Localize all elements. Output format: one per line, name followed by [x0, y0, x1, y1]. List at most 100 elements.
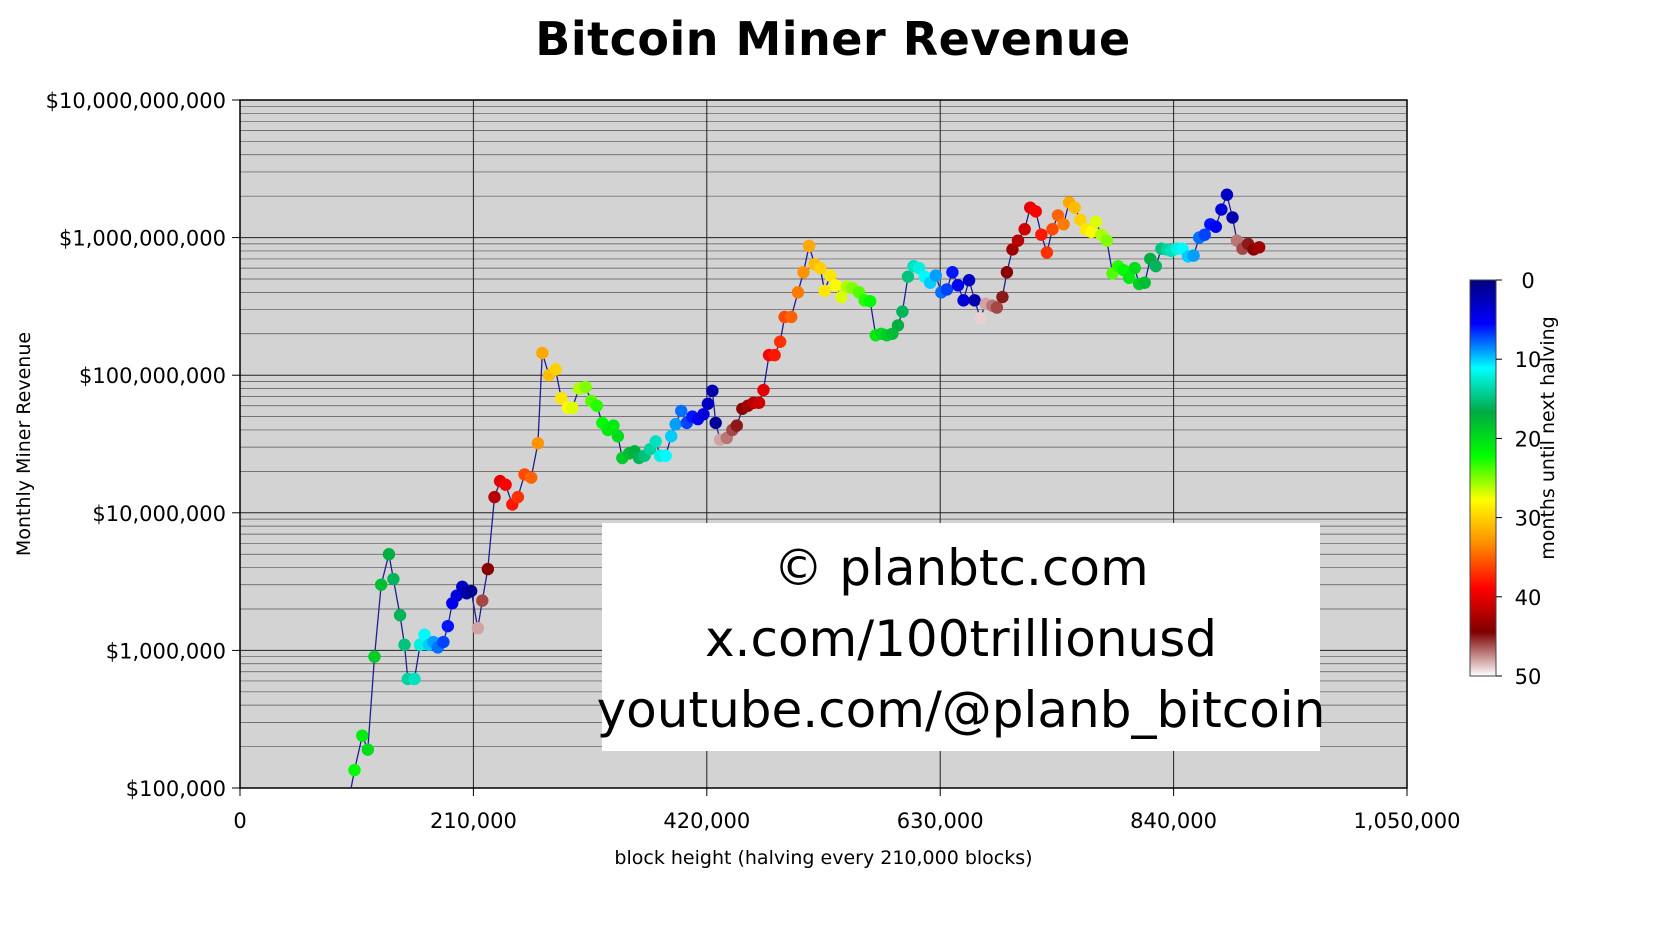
data-point — [730, 419, 744, 432]
data-point — [675, 404, 688, 418]
data-point — [697, 408, 710, 421]
data-point — [996, 290, 1009, 304]
data-point — [1011, 234, 1025, 247]
data-point — [1149, 259, 1163, 273]
data-point — [549, 363, 562, 376]
data-point — [974, 311, 987, 325]
colorbar: 0 10 20 30 40 50 months until next halving — [1469, 269, 1559, 689]
data-point — [829, 279, 842, 292]
data-point — [408, 672, 421, 686]
data-point — [590, 399, 603, 412]
plot-border — [239, 99, 1408, 789]
data-point — [1018, 223, 1031, 236]
data-point — [709, 416, 722, 430]
chart-title: Bitcoin Miner Revenue — [535, 12, 1131, 66]
data-point — [701, 397, 715, 410]
y-tick-label: $1,000,000,000 — [59, 227, 226, 251]
colorbar-tick-label: 30 — [1515, 507, 1542, 531]
x-tick-label: 0 — [233, 809, 246, 833]
data-point — [1122, 271, 1136, 285]
y-tick-label: $10,000,000 — [92, 502, 226, 526]
colorbar-ticks: 0 10 20 30 40 50 — [1496, 269, 1541, 689]
data-point — [962, 274, 976, 287]
y-axis-label: Monthly Miner Revenue — [13, 332, 35, 556]
data-point — [1051, 209, 1065, 222]
data-point — [813, 261, 827, 275]
data-point — [511, 490, 525, 504]
data-point — [499, 478, 512, 491]
data-point — [1220, 188, 1234, 201]
data-point — [413, 638, 427, 651]
data-point — [891, 319, 905, 332]
colorbar-label: months until next halving — [1537, 316, 1559, 559]
data-point — [990, 301, 1004, 314]
data-point — [382, 548, 396, 561]
data-point — [863, 294, 877, 308]
data-point — [611, 430, 625, 443]
data-point — [1029, 205, 1042, 218]
data-point — [398, 638, 411, 651]
data-point — [1085, 225, 1098, 239]
colorbar-gradient — [1469, 279, 1497, 677]
data-point — [1128, 261, 1141, 275]
data-point — [1000, 266, 1014, 279]
data-point — [368, 650, 381, 663]
data-point — [773, 335, 787, 348]
data-point — [946, 266, 959, 279]
data-point — [706, 384, 719, 398]
data-point — [1226, 211, 1239, 224]
data-point — [418, 628, 431, 641]
data-point — [797, 266, 810, 279]
data-point — [464, 584, 478, 598]
data-point — [579, 380, 592, 394]
x-tick-label: 630,000 — [897, 809, 984, 833]
x-tick-label: 840,000 — [1130, 809, 1217, 833]
data-point — [361, 743, 375, 756]
y-tick-label: $100,000 — [126, 777, 226, 801]
data-point — [802, 239, 816, 253]
data-point — [1068, 201, 1081, 214]
data-point — [555, 392, 568, 405]
watermark-line-2: x.com/100trillionusd — [705, 610, 1217, 668]
x-tick-label: 210,000 — [430, 809, 517, 833]
data-point — [1100, 234, 1114, 247]
watermark-line-3: youtube.com/@planb_bitcoin — [597, 681, 1326, 739]
data-point — [471, 621, 485, 635]
data-point — [665, 430, 678, 443]
x-axis-tick-labels: 0 210,000 420,000 630,000 840,000 1,050,000 — [233, 788, 1460, 833]
data-point — [566, 401, 579, 414]
watermark-box: © planbtc.com x.com/100trillionusd youtu… — [597, 523, 1326, 751]
data-point — [531, 437, 545, 450]
data-point — [785, 310, 798, 324]
data-point — [387, 572, 400, 586]
y-tick-label: $10,000,000,000 — [46, 89, 226, 113]
data-point — [356, 729, 369, 742]
data-point — [450, 589, 463, 602]
data-point — [669, 418, 682, 431]
data-point — [1057, 218, 1070, 231]
data-point — [348, 763, 361, 777]
data-point — [1215, 203, 1228, 216]
data-point — [823, 269, 837, 282]
data-point — [441, 619, 455, 633]
data-point — [957, 294, 970, 307]
data-point — [951, 279, 965, 292]
data-point — [649, 435, 662, 448]
data-point — [1198, 228, 1211, 241]
data-point — [896, 305, 909, 318]
data-point — [1252, 241, 1266, 254]
x-axis-label: block height (halving every 210,000 bloc… — [614, 847, 1032, 869]
colorbar-tick-label: 40 — [1515, 586, 1542, 610]
data-point — [818, 284, 831, 298]
colorbar-tick-label: 50 — [1515, 665, 1542, 689]
data-points — [348, 188, 1266, 777]
x-tick-label: 420,000 — [663, 809, 750, 833]
x-tick-label: 1,050,000 — [1354, 809, 1461, 833]
data-point — [536, 346, 549, 360]
data-point — [488, 490, 501, 504]
data-point — [476, 594, 489, 607]
data-point — [393, 609, 407, 622]
data-point — [481, 562, 495, 576]
data-point — [1046, 223, 1059, 236]
data-point — [659, 449, 672, 462]
